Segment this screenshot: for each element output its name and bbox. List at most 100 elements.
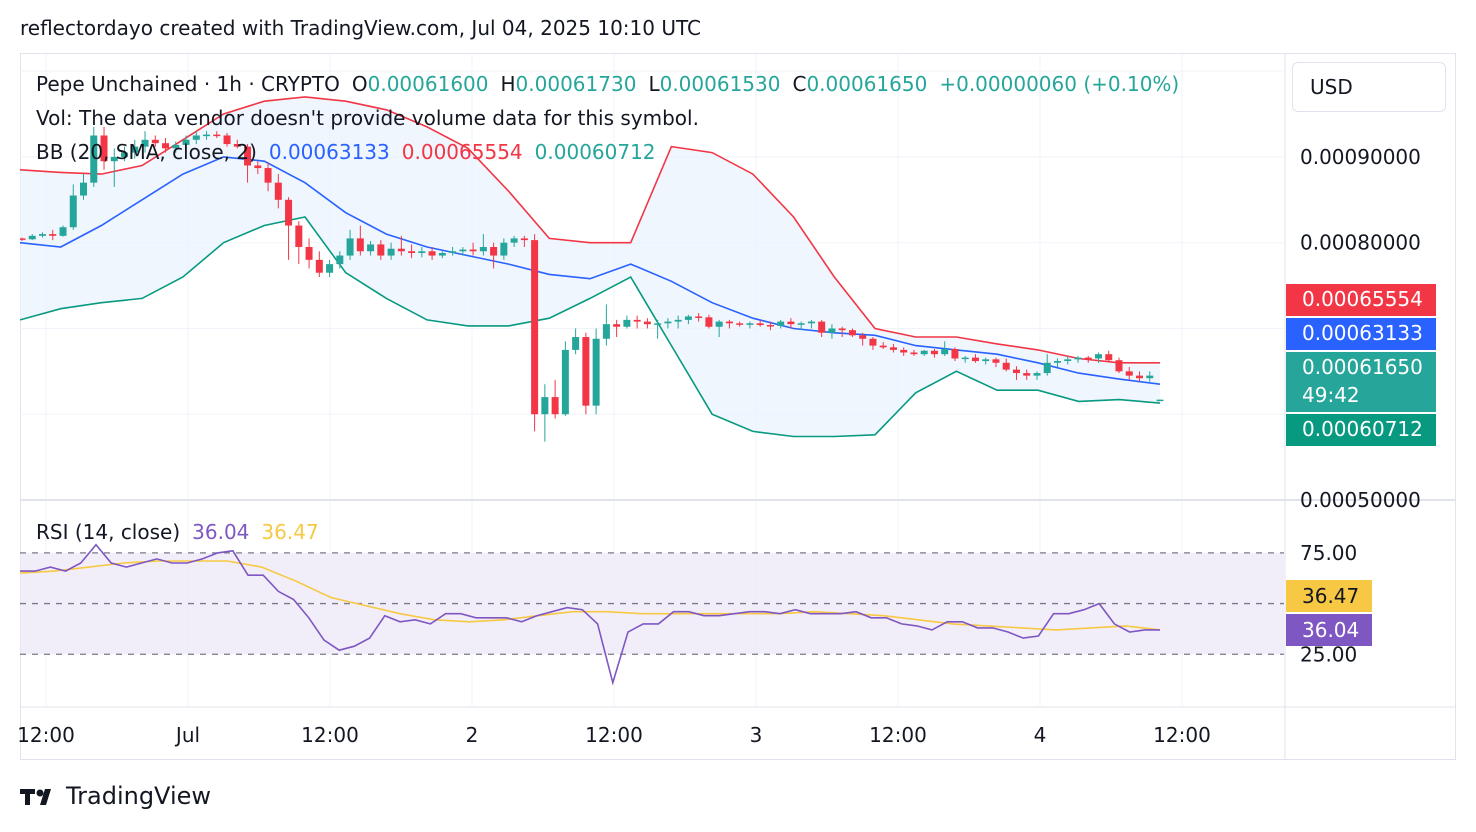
- last-price-badge: 0.00061650: [1302, 355, 1423, 379]
- candle-body: [326, 264, 334, 273]
- rsi-legend[interactable]: RSI (14, close) 36.04 36.47: [36, 520, 319, 544]
- rsi-label: RSI (14, close): [36, 520, 181, 544]
- attribution-header: reflectordayo created with TradingView.c…: [20, 16, 701, 40]
- bb-lower-value: 0.00060712: [534, 140, 656, 164]
- candle-body: [141, 139, 149, 147]
- bb-label: BB (20, SMA, close, 2): [36, 140, 257, 164]
- candle-body: [49, 234, 57, 236]
- candle-body: [1156, 399, 1164, 402]
- candle-body: [1012, 369, 1020, 374]
- candle-body: [233, 144, 241, 147]
- candle-body: [1053, 361, 1061, 363]
- candle-body: [377, 244, 385, 256]
- candle-body: [438, 252, 446, 256]
- candle-body: [510, 238, 518, 243]
- candle-body: [848, 330, 856, 336]
- candle-body: [1043, 362, 1051, 374]
- bb-upper-badge-bg: [1286, 284, 1436, 316]
- chart-frame: [20, 53, 1456, 760]
- candle-body: [551, 397, 559, 415]
- candle-body: [387, 248, 395, 256]
- candle-body: [633, 319, 641, 322]
- price-tick-label: 0.00080000: [1300, 231, 1421, 255]
- candle-body: [920, 350, 928, 355]
- rsi-value: 36.04: [192, 520, 250, 544]
- candle-body: [992, 359, 1000, 363]
- symbol-name[interactable]: Pepe Unchained · 1h · CRYPTO: [36, 72, 340, 96]
- candle-body: [684, 316, 692, 320]
- rsi-badge-bg: [1286, 614, 1372, 646]
- tradingview-logo-text: TradingView: [66, 782, 212, 810]
- high-value: 0.00061730: [515, 72, 637, 96]
- currency-button[interactable]: USD: [1292, 62, 1446, 112]
- time-axis-label: 12:00: [585, 723, 643, 747]
- rsi-line: [20, 543, 1160, 686]
- candle-body: [1105, 354, 1113, 361]
- candle-body: [469, 249, 477, 252]
- bb-lower-badge: 0.00060712: [1302, 417, 1423, 441]
- candle-body: [1084, 357, 1092, 360]
- time-axis-label: 12:00: [1153, 723, 1211, 747]
- tradingview-branding[interactable]: TradingView: [20, 782, 211, 810]
- bb-upper-value: 0.00065554: [401, 140, 523, 164]
- symbol-legend: Pepe Unchained · 1h · CRYPTO O0.00061600 H…: [36, 72, 1179, 96]
- candle-body: [520, 238, 528, 241]
- candle-body: [20, 238, 26, 240]
- time-axis-label: 12:00: [17, 723, 75, 747]
- candle-body: [807, 321, 815, 324]
- candle-body: [213, 134, 221, 137]
- candle-body: [910, 352, 918, 355]
- candle-body: [746, 323, 754, 325]
- candle-body: [244, 146, 252, 166]
- candle-body: [1125, 371, 1133, 376]
- candle-body: [941, 349, 949, 355]
- candle-body: [930, 350, 938, 355]
- time-axis-label: 12:00: [869, 723, 927, 747]
- candle-body: [295, 225, 303, 247]
- candle-body: [336, 255, 344, 265]
- candle-body: [500, 242, 508, 256]
- rsi-tick-label: 25.00: [1300, 642, 1357, 666]
- candle-body: [541, 397, 549, 415]
- candle-body: [572, 337, 580, 350]
- bb-basis-value: 0.00063133: [268, 140, 390, 164]
- candle-body: [80, 182, 88, 196]
- rsi-badge: 36.04: [1302, 618, 1359, 642]
- time-axis-label: 3: [750, 723, 763, 747]
- candle-body: [818, 321, 826, 333]
- candle-body: [613, 324, 621, 327]
- bb-basis-badge: 0.00063133: [1302, 321, 1423, 345]
- candle-body: [162, 143, 170, 149]
- candle-body: [449, 251, 457, 253]
- last-price-badge: 49:42: [1302, 383, 1360, 407]
- candle-body: [838, 328, 846, 331]
- candle-body: [274, 182, 282, 200]
- candle-body: [1074, 357, 1082, 360]
- candle-body: [110, 156, 118, 162]
- price-tick-label: 0.00050000: [1300, 488, 1421, 512]
- time-axis-label: 2: [466, 723, 479, 747]
- time-axis-label: 12:00: [301, 723, 359, 747]
- low-value: 0.00061530: [659, 72, 781, 96]
- rsi-ma-badge-bg: [1286, 580, 1372, 612]
- candle-body: [531, 240, 539, 415]
- close-label: C: [792, 72, 807, 96]
- candle-body: [69, 195, 77, 228]
- candle-body: [1064, 359, 1072, 362]
- bb-legend[interactable]: BB (20, SMA, close, 2) 0.00063133 0.000655…: [36, 140, 656, 164]
- candle-body: [889, 347, 897, 350]
- change-value: +0.00000060 (+0.10%): [939, 72, 1180, 96]
- candle-body: [479, 246, 487, 252]
- candle-body: [1002, 362, 1010, 370]
- candle-body: [725, 321, 733, 324]
- candle-body: [777, 321, 785, 326]
- candle-body: [315, 259, 323, 273]
- candle-body: [285, 199, 293, 226]
- bb-lower-line: [20, 216, 1161, 438]
- candle-body: [971, 357, 979, 362]
- candle-body: [879, 345, 887, 348]
- bb-basis-badge-bg: [1286, 318, 1436, 350]
- candle-body: [1023, 373, 1031, 376]
- candle-body: [90, 135, 98, 183]
- candle-body: [459, 249, 467, 252]
